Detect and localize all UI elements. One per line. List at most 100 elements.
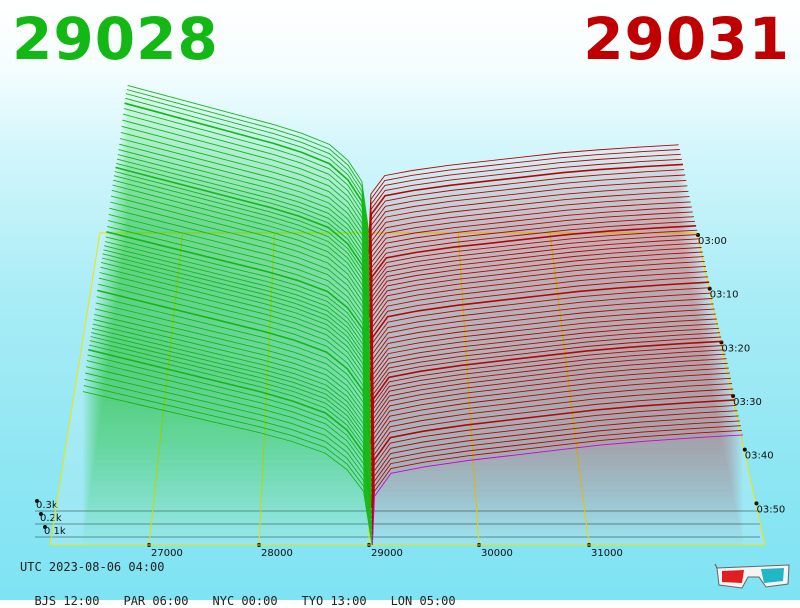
- volume-tick-dot: [35, 499, 39, 503]
- ask-depth-line: [369, 206, 692, 297]
- bid-depth-line: [97, 289, 372, 445]
- ask-depth-line: [371, 404, 737, 514]
- ask-depth-line: [369, 190, 689, 281]
- price-gridline: [457, 232, 480, 546]
- ask-depth-line: [368, 153, 681, 244]
- bid-depth-line: [103, 249, 372, 403]
- bid-depth-line: [102, 253, 372, 408]
- ask-depth-line: [369, 196, 690, 286]
- ask-depth-line: [369, 225, 697, 318]
- bid-depth-line: [122, 113, 370, 265]
- volume-tick-dot: [43, 525, 47, 529]
- ask-depth-line: [369, 281, 710, 382]
- bid-depth-line: [113, 175, 371, 329]
- ask-depth-line: [371, 349, 725, 456]
- ask-depth-line: [370, 345, 724, 450]
- ask-depth-line: [371, 358, 727, 466]
- ask-depth-line: [371, 410, 738, 519]
- ask-depth-line: [369, 174, 686, 265]
- volume-tick-label: 0.1k: [44, 526, 66, 537]
- ask-depth-line: [371, 388, 734, 498]
- bid-depth-line: [105, 236, 371, 387]
- bid-depth-line: [111, 189, 371, 345]
- time-tick-label: 03:10: [710, 290, 739, 301]
- ask-depth-line: [370, 313, 716, 413]
- volume-tick-dot: [39, 512, 43, 516]
- ask-depth-line: [370, 292, 712, 392]
- ask-depth-line: [371, 420, 740, 530]
- bid-depth-line: [123, 108, 370, 260]
- bid-depth-line: [91, 327, 372, 482]
- bid-depth-line: [116, 158, 371, 308]
- bid-depth-line: [99, 272, 372, 429]
- bid-depth-line: [100, 266, 372, 424]
- clock-tyo: TYO 13:00: [301, 594, 367, 608]
- bid-depth-line: [95, 302, 372, 456]
- bid-depth-line: [127, 84, 370, 234]
- ask-depth-line: [369, 238, 700, 334]
- bid-depth-line: [126, 89, 370, 239]
- bid-depth-line: [125, 97, 370, 249]
- ask-depth-line: [370, 308, 715, 408]
- time-tick-label: 03:50: [756, 504, 785, 515]
- price-tick-label: 31000: [591, 548, 623, 559]
- ask-depth-line: [369, 234, 699, 329]
- world-clock: BJS 12:00 PAR 06:00 NYC 00:00 TYO 13:00 LON …: [20, 580, 480, 608]
- bid-depth-line: [120, 131, 370, 281]
- ask-depth-line: [371, 372, 730, 482]
- ask-depth-line: [369, 169, 685, 260]
- bid-depth-line: [94, 313, 372, 466]
- time-tick-label: 03:30: [733, 397, 762, 408]
- ask-depth-line: [370, 260, 705, 360]
- time-tick-label: 03:00: [698, 236, 727, 247]
- ask-depth-line: [369, 251, 703, 350]
- bid-depth-line: [107, 220, 371, 371]
- utc-time: UTC 2023-08-06 04:00: [20, 560, 165, 574]
- ask-depth-line: [369, 185, 688, 276]
- bid-depth-line: [106, 231, 372, 382]
- bid-depth-line: [88, 344, 373, 503]
- bid-depth-line: [86, 360, 373, 519]
- ask-depth-line: [369, 216, 694, 308]
- bid-depth-line: [92, 323, 372, 477]
- ask-depth-line: [368, 158, 682, 249]
- ask-depth-line: [368, 163, 684, 255]
- bid-depth-line: [85, 366, 373, 524]
- ask-depth-line: [370, 340, 723, 445]
- bid-depth-line: [115, 166, 371, 318]
- time-tick-label: 03:40: [745, 451, 774, 462]
- ask-depth-line: [371, 377, 732, 487]
- ask-depth-line: [368, 149, 680, 239]
- bid-depth-line: [110, 201, 371, 355]
- ask-depth-line: [370, 318, 717, 419]
- bid-depth-line: [119, 143, 370, 292]
- ask-depth-line: [370, 287, 711, 387]
- bid-depth-line: [110, 195, 371, 350]
- ask-depth-line: [369, 242, 701, 339]
- bid-depth-line: [113, 179, 371, 334]
- clock-lon: LON 05:00: [390, 594, 456, 608]
- ask-depth-line: [371, 415, 739, 524]
- ask-price: 29031: [583, 5, 790, 73]
- bid-depth-line: [104, 241, 371, 392]
- bid-depth-line: [125, 93, 370, 244]
- bid-price: 29028: [12, 5, 219, 73]
- ask-depth-line: [370, 303, 714, 403]
- ask-depth-line: [370, 276, 709, 376]
- price-tick-label: 27000: [151, 548, 183, 559]
- time-tick-dot: [696, 233, 700, 237]
- time-tick-label: 03:20: [721, 343, 750, 354]
- bid-depth-line: [87, 354, 373, 514]
- bid-depth-line: [103, 245, 372, 397]
- 3d-glasses-icon[interactable]: [714, 562, 792, 592]
- price-gridline: [549, 232, 590, 546]
- ask-depth-line: [370, 265, 706, 366]
- ask-depth-line: [369, 201, 691, 292]
- ask-depth-line: [371, 362, 728, 472]
- clock-par: PAR 06:00: [123, 594, 189, 608]
- chart-floor-outline: [49, 232, 766, 546]
- ask-depth-line: [369, 247, 702, 345]
- ask-depth-line: [371, 399, 736, 509]
- ask-depth-line: [369, 229, 698, 323]
